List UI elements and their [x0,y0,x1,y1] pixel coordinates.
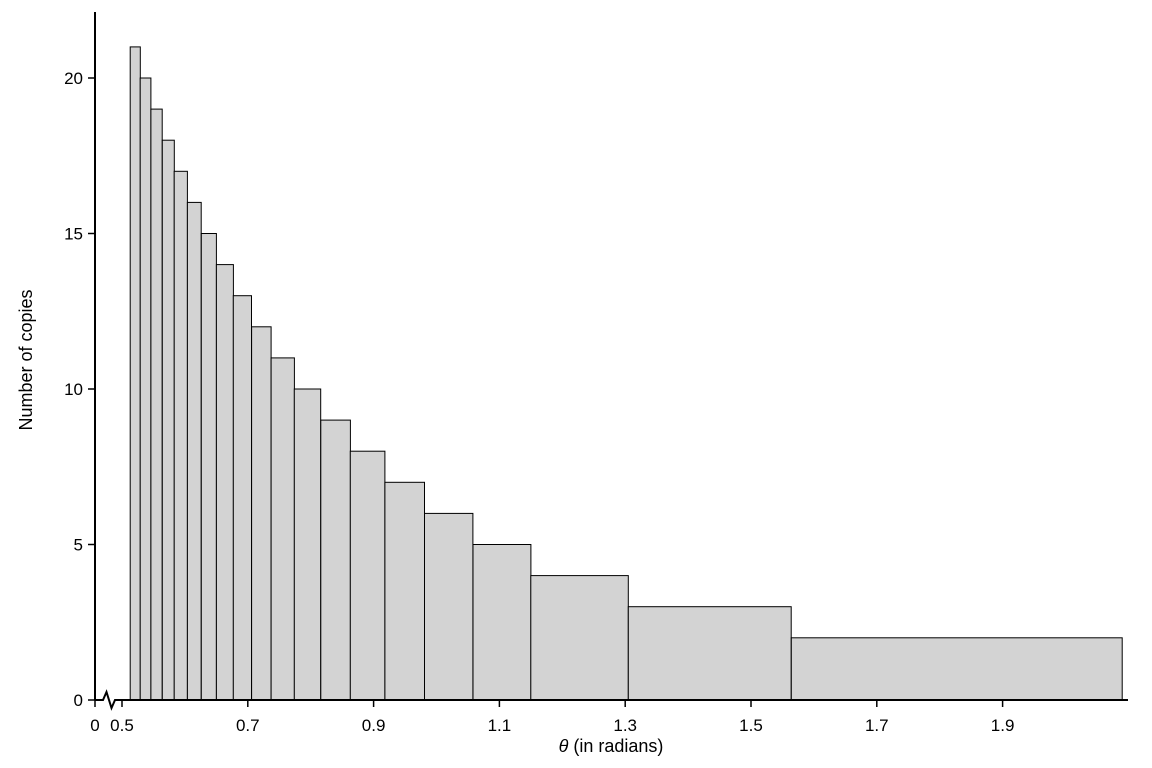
y-axis-title: Number of copies [16,289,36,430]
histogram-bar [270,357,295,701]
histogram-bar [320,419,351,701]
x-tick-label: 0 [90,716,99,735]
theta-symbol: θ [559,736,569,756]
x-tick-label: 1.1 [488,716,512,735]
x-axis-title: θ (in radians) [559,736,664,756]
x-tick-label: 0.7 [236,716,260,735]
x-tick-label: 0.5 [110,716,134,735]
x-tick-label: 1.3 [613,716,637,735]
histogram-bar [349,450,386,701]
histogram-bar [232,295,253,701]
histogram-bar [293,388,322,701]
y-tick-label: 20 [64,69,83,88]
histogram-bar [161,139,175,701]
bars-group [129,46,1123,701]
histogram-bar [129,46,141,701]
y-ticks-group: 0 5 10 15 20 [64,69,95,710]
y-tick-label: 15 [64,225,83,244]
x-ticks-group: 0 0.5 0.7 0.9 1.1 1.3 1.5 1.7 1.9 [90,700,1014,735]
histogram-bar [472,544,532,701]
histogram-bar [251,326,272,701]
x-tick-label: 1.7 [865,716,889,735]
x-tick-label: 1.9 [991,716,1015,735]
histogram-bar [530,575,629,701]
histogram-bar [139,77,152,701]
x-axis-title-rest: (in radians) [573,736,663,756]
histogram-bar [150,108,163,701]
histogram-bar [173,170,188,701]
histogram-bar [186,201,202,701]
x-tick-label: 1.5 [739,716,763,735]
x-tick-label: 0.9 [362,716,386,735]
histogram-bar [790,637,1123,701]
histogram-bar [627,606,792,701]
histogram-bar [384,481,425,701]
histogram-bar [215,264,234,701]
x-axis-with-break [95,689,1128,711]
y-tick-label: 0 [74,691,83,710]
y-tick-label: 5 [74,536,83,555]
histogram-bar [424,512,474,701]
histogram-bar [200,233,217,701]
y-tick-label: 10 [64,380,83,399]
